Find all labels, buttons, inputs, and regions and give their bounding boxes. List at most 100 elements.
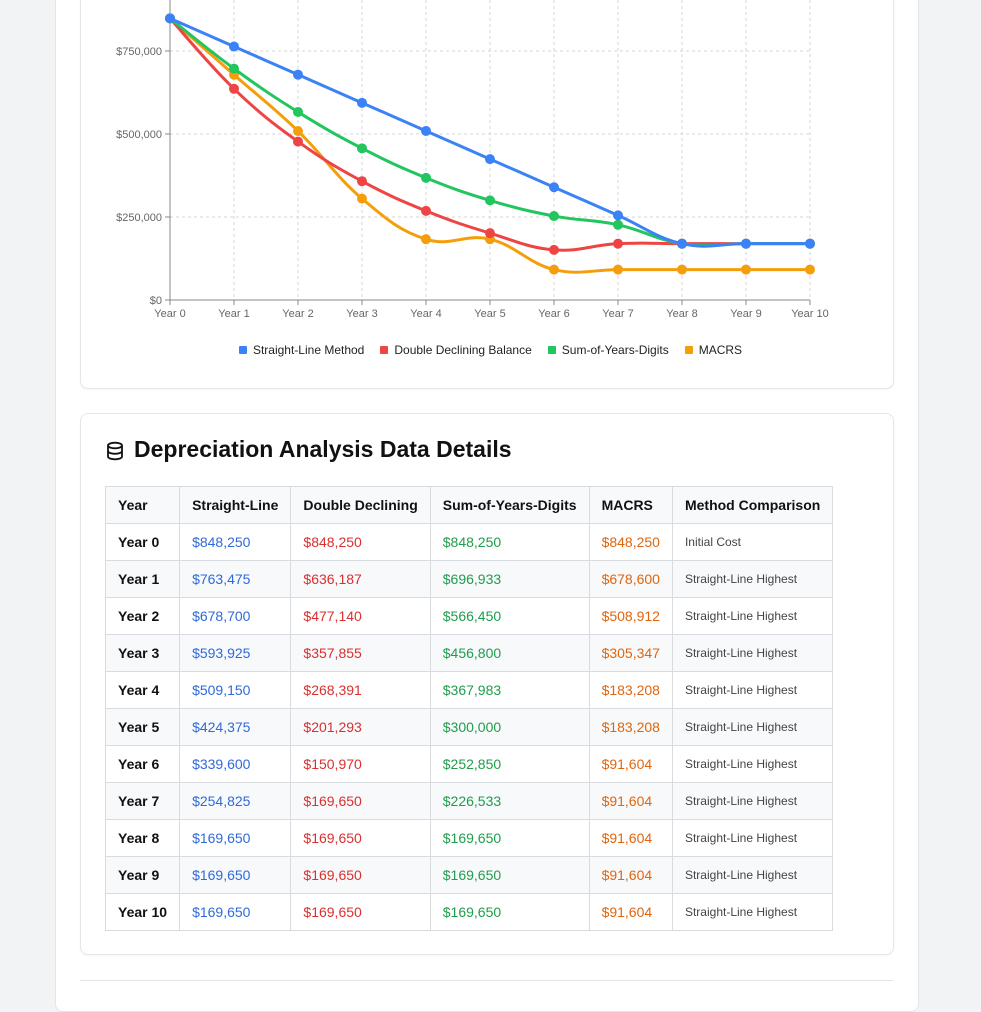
data-point — [613, 210, 623, 221]
straight-line-cell: $254,825 — [179, 782, 292, 820]
database-icon — [105, 440, 125, 460]
data-point — [293, 69, 303, 80]
divider — [80, 980, 893, 981]
legend-item[interactable]: MACRS — [684, 343, 742, 357]
column-header: Straight-Line — [179, 486, 292, 524]
legend-swatch — [238, 346, 247, 354]
x-tick-label: Year 3 — [346, 308, 377, 320]
table-row: Year 8 $169,650 $169,650 $169,650 $91,604 Str… — [104, 819, 834, 857]
sum-of-years-cell: $169,650 — [429, 819, 590, 857]
depreciation-table: Year Straight-Line Double Declining Sum-… — [104, 486, 834, 931]
method-comparison-cell: Straight-Line Highest — [671, 560, 834, 598]
chart-card — [80, 0, 894, 389]
double-declining-cell: $357,855 — [290, 634, 431, 672]
data-point — [485, 195, 495, 206]
depreciation-line-chart: $0 $250,000 $500,000 $750,000 Year 0 Year 1 Ye… — [116, 0, 829, 320]
data-point — [229, 41, 239, 52]
legend-item[interactable]: Double Declining Balance — [380, 343, 532, 357]
data-point — [421, 172, 431, 183]
legend-swatch — [684, 346, 693, 354]
sum-of-years-cell: $367,983 — [429, 671, 590, 709]
data-point — [293, 126, 303, 137]
chart-legend: Straight-Line Method Double Declining Bal… — [0, 343, 981, 357]
series-line — [168, 16, 812, 274]
macrs-cell: $91,604 — [588, 745, 673, 783]
y-tick-label: $0 — [150, 295, 162, 307]
macrs-cell: $305,347 — [588, 634, 673, 672]
straight-line-cell: $848,250 — [179, 523, 292, 561]
data-point — [549, 211, 559, 222]
legend-label: Double Declining Balance — [394, 343, 532, 357]
double-declining-cell: $169,650 — [290, 819, 431, 857]
column-header: Double Declining — [290, 486, 431, 524]
x-tick-label: Year 2 — [282, 308, 313, 320]
table-row: Year 0 $848,250 $848,250 $848,250 $848,250 In… — [104, 523, 834, 561]
year-cell: Year 5 — [104, 708, 181, 746]
data-point — [421, 234, 431, 245]
macrs-cell: $91,604 — [588, 893, 673, 931]
x-tick-label: Year 10 — [791, 308, 829, 320]
data-point — [485, 154, 495, 165]
macrs-cell: $508,912 — [588, 597, 673, 635]
straight-line-cell: $509,150 — [179, 671, 292, 709]
double-declining-cell: $169,650 — [290, 893, 431, 931]
year-cell: Year 8 — [104, 819, 181, 857]
sum-of-years-cell: $848,250 — [429, 523, 590, 561]
data-point — [293, 106, 303, 117]
macrs-cell: $91,604 — [588, 782, 673, 820]
double-declining-cell: $169,650 — [290, 782, 431, 820]
x-tick-label: Year 1 — [218, 308, 249, 320]
data-point — [613, 219, 623, 230]
macrs-cell: $678,600 — [588, 560, 673, 598]
year-cell: Year 6 — [104, 745, 181, 783]
data-point — [741, 264, 751, 275]
year-cell: Year 10 — [104, 893, 181, 931]
table-row: Year 2 $678,700 $477,140 $566,450 $508,912 St… — [104, 597, 834, 635]
table-row: Year 9 $169,650 $169,650 $169,650 $91,604 Str… — [104, 856, 834, 894]
straight-line-cell: $763,475 — [179, 560, 292, 598]
data-point — [229, 83, 239, 94]
table-row: Year 4 $509,150 $268,391 $367,983 $183,208 St… — [104, 671, 834, 709]
year-cell: Year 9 — [104, 856, 181, 894]
double-declining-cell: $201,293 — [290, 708, 431, 746]
data-point — [549, 244, 559, 255]
legend-item[interactable]: Sum-of-Years-Digits — [547, 343, 669, 357]
data-point — [805, 238, 815, 249]
method-comparison-cell: Straight-Line Highest — [671, 819, 834, 857]
data-point — [357, 143, 367, 154]
column-header: MACRS — [588, 486, 673, 524]
macrs-cell: $183,208 — [588, 671, 673, 709]
sum-of-years-cell: $252,850 — [429, 745, 590, 783]
y-tick-label: $250,000 — [116, 212, 162, 224]
x-tick-label: Year 8 — [666, 308, 697, 320]
straight-line-cell: $424,375 — [179, 708, 292, 746]
data-point — [485, 228, 495, 239]
data-point — [165, 13, 175, 24]
details-title: Depreciation Analysis Data Details — [134, 436, 512, 462]
table-row: Year 10 $169,650 $169,650 $169,650 $91,604 St… — [104, 893, 834, 931]
double-declining-cell: $477,140 — [290, 597, 431, 635]
method-comparison-cell: Initial Cost — [671, 523, 834, 561]
macrs-cell: $183,208 — [588, 708, 673, 746]
method-comparison-cell: Straight-Line Highest — [671, 856, 834, 894]
sum-of-years-cell: $169,650 — [429, 893, 590, 931]
year-cell: Year 7 — [104, 782, 181, 820]
legend-item[interactable]: Straight-Line Method — [238, 343, 364, 357]
method-comparison-cell: Straight-Line Highest — [671, 671, 834, 709]
x-tick-label: Year 9 — [730, 308, 761, 320]
data-point — [805, 264, 815, 275]
double-declining-cell: $636,187 — [290, 560, 431, 598]
data-point — [613, 238, 623, 249]
method-comparison-cell: Straight-Line Highest — [671, 708, 834, 746]
table-row: Year 5 $424,375 $201,293 $300,000 $183,208 St… — [104, 708, 834, 746]
data-point — [549, 182, 559, 193]
sum-of-years-cell: $456,800 — [429, 634, 590, 672]
straight-line-cell: $169,650 — [179, 856, 292, 894]
legend-swatch — [547, 346, 556, 354]
data-point — [293, 136, 303, 147]
year-cell: Year 4 — [104, 671, 181, 709]
method-comparison-cell: Straight-Line Highest — [671, 745, 834, 783]
column-header: Year — [104, 486, 181, 524]
double-declining-cell: $169,650 — [290, 856, 431, 894]
method-comparison-cell: Straight-Line Highest — [671, 893, 834, 931]
